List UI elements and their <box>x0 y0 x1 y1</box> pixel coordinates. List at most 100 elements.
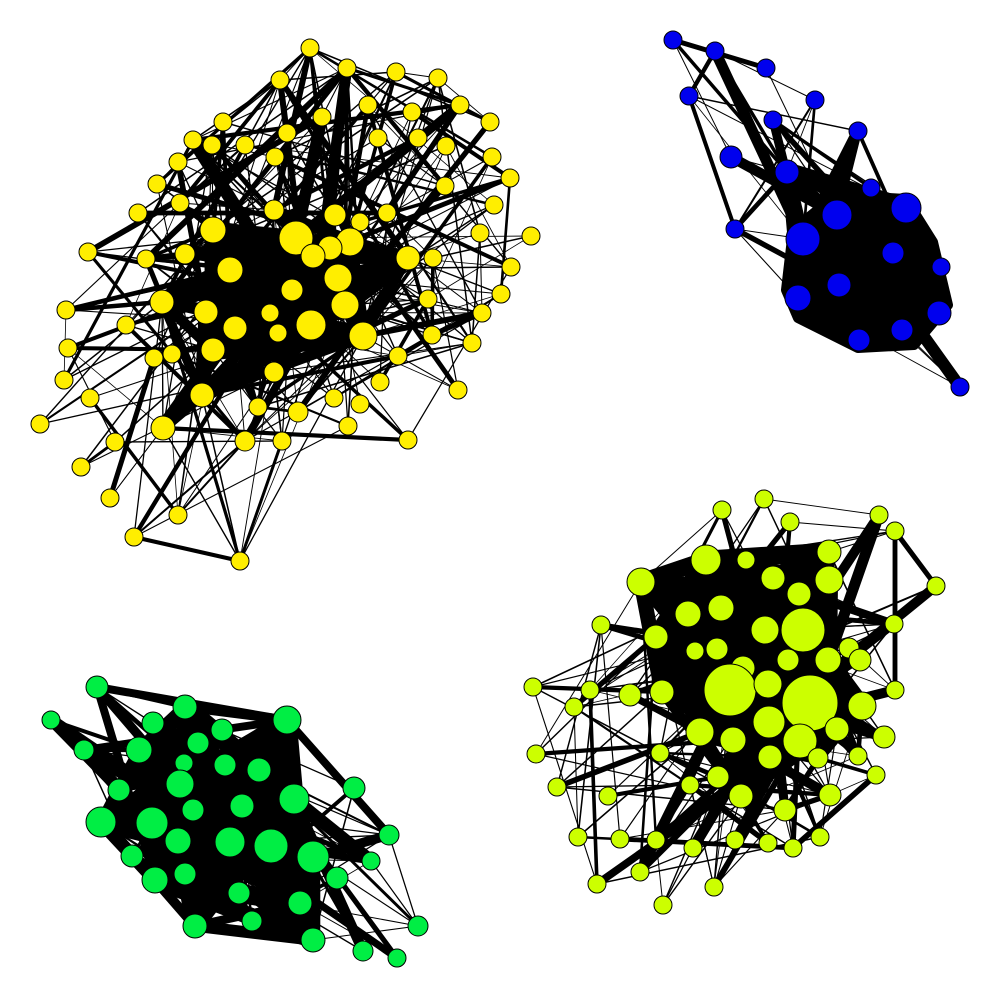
green-cluster-node <box>253 828 289 864</box>
yellow-cluster-node <box>54 370 74 390</box>
chartreuse-cluster-node <box>848 648 872 672</box>
yellow-cluster-edge <box>499 176 512 296</box>
chartreuse-cluster-node <box>786 581 812 607</box>
chartreuse-cluster-node <box>780 607 826 653</box>
yellow-cluster-node <box>71 457 91 477</box>
yellow-cluster-node <box>484 195 504 215</box>
chartreuse-cluster-edge <box>577 624 602 838</box>
yellow-cluster-edge <box>38 310 208 426</box>
yellow-cluster-node <box>450 95 470 115</box>
yellow-cluster-edge <box>432 257 459 391</box>
chartreuse-cluster-node <box>753 669 783 699</box>
yellow-cluster-edge <box>377 137 446 187</box>
chartreuse-cluster-node <box>674 600 702 628</box>
chartreuse-cluster <box>523 489 946 915</box>
yellow-cluster-edge <box>177 440 246 516</box>
chartreuse-cluster-node <box>736 550 756 570</box>
chartreuse-cluster-node <box>568 827 588 847</box>
yellow-cluster-node <box>272 431 292 451</box>
chartreuse-cluster-node <box>782 723 818 759</box>
yellow-cluster-edge <box>143 65 350 262</box>
blue-cluster-node <box>847 328 871 352</box>
yellow-cluster-node <box>162 344 182 364</box>
yellow-cluster-node <box>147 174 167 194</box>
chartreuse-cluster-edge <box>689 784 715 888</box>
yellow-cluster-edge <box>67 347 164 429</box>
blue-cluster-node <box>826 272 852 298</box>
yellow-cluster-node <box>408 128 428 148</box>
yellow-cluster-node <box>472 303 492 323</box>
yellow-cluster-edge <box>162 427 241 562</box>
blue-cluster-node <box>774 159 800 185</box>
yellow-cluster-node <box>470 223 490 243</box>
yellow-cluster-node <box>128 203 148 223</box>
blue-cluster-node <box>756 58 776 78</box>
yellow-cluster-node <box>422 325 442 345</box>
blue-cluster-node <box>821 199 853 231</box>
yellow-cluster-node <box>377 203 397 223</box>
blue-cluster-edge <box>671 38 789 174</box>
green-cluster-node <box>210 718 234 742</box>
blue-cluster-node <box>926 300 952 326</box>
chartreuse-cluster-node <box>712 500 732 520</box>
chartreuse-cluster-node <box>773 798 797 822</box>
yellow-cluster-node <box>30 414 50 434</box>
chartreuse-cluster-node <box>776 648 800 672</box>
yellow-cluster-node <box>330 290 360 320</box>
green-cluster-node <box>378 824 400 846</box>
yellow-cluster-node <box>300 38 320 58</box>
yellow-cluster-node <box>500 168 520 188</box>
chartreuse-cluster-node <box>626 567 656 597</box>
chartreuse-cluster-node <box>780 512 800 532</box>
yellow-cluster-node <box>295 309 327 341</box>
green-cluster-edge <box>388 834 419 927</box>
chartreuse-cluster-node <box>869 505 889 525</box>
yellow-cluster-node <box>482 147 502 167</box>
chartreuse-cluster-node <box>750 615 780 645</box>
yellow-cluster-edge <box>123 322 248 444</box>
chartreuse-cluster-edge <box>573 706 579 838</box>
green-cluster-node <box>272 705 302 735</box>
yellow-cluster-edge <box>159 65 350 305</box>
green-cluster-node <box>107 778 131 802</box>
blue-cluster-edge <box>777 162 916 218</box>
blue-cluster-node <box>763 110 783 130</box>
yellow-cluster-node <box>234 430 256 452</box>
yellow-cluster-edge <box>133 301 163 538</box>
green-cluster-edge <box>312 925 419 941</box>
yellow-cluster-edge <box>192 79 281 141</box>
yellow-cluster-edge <box>63 301 163 381</box>
chartreuse-cluster-edge <box>556 691 663 788</box>
green-cluster-node <box>342 776 366 800</box>
green-cluster-node <box>120 844 144 868</box>
chartreuse-cluster-node <box>760 565 786 591</box>
yellow-cluster-edge <box>203 326 373 360</box>
blue-cluster-edge <box>733 98 817 231</box>
blue-cluster-node <box>705 41 725 61</box>
green-cluster-node <box>181 798 205 822</box>
yellow-cluster-node <box>277 123 297 143</box>
chartreuse-cluster-node <box>847 691 877 721</box>
yellow-cluster-edge <box>277 77 411 261</box>
yellow-cluster-node <box>265 147 285 167</box>
yellow-cluster-edge <box>362 111 413 337</box>
chartreuse-cluster-edge <box>572 705 692 787</box>
blue-cluster-edge <box>713 49 789 174</box>
yellow-cluster-node <box>183 130 203 150</box>
green-cluster-node <box>407 915 429 937</box>
yellow-cluster-node <box>312 107 332 127</box>
chartreuse-cluster-edge <box>655 755 859 841</box>
chartreuse-cluster-node <box>685 717 715 747</box>
yellow-cluster-node <box>189 382 215 408</box>
green-cluster-node <box>73 739 95 761</box>
green-cluster-node <box>141 866 169 894</box>
blue-cluster-node <box>890 318 914 342</box>
blue-cluster-node <box>848 121 868 141</box>
yellow-cluster-edge <box>358 253 413 341</box>
yellow-cluster-node <box>402 102 422 122</box>
chartreuse-cluster-node <box>719 726 747 754</box>
yellow-cluster-node <box>270 70 290 90</box>
chartreuse-cluster-node <box>884 614 904 634</box>
yellow-cluster-node <box>348 321 378 351</box>
chartreuse-cluster-node <box>705 637 729 661</box>
